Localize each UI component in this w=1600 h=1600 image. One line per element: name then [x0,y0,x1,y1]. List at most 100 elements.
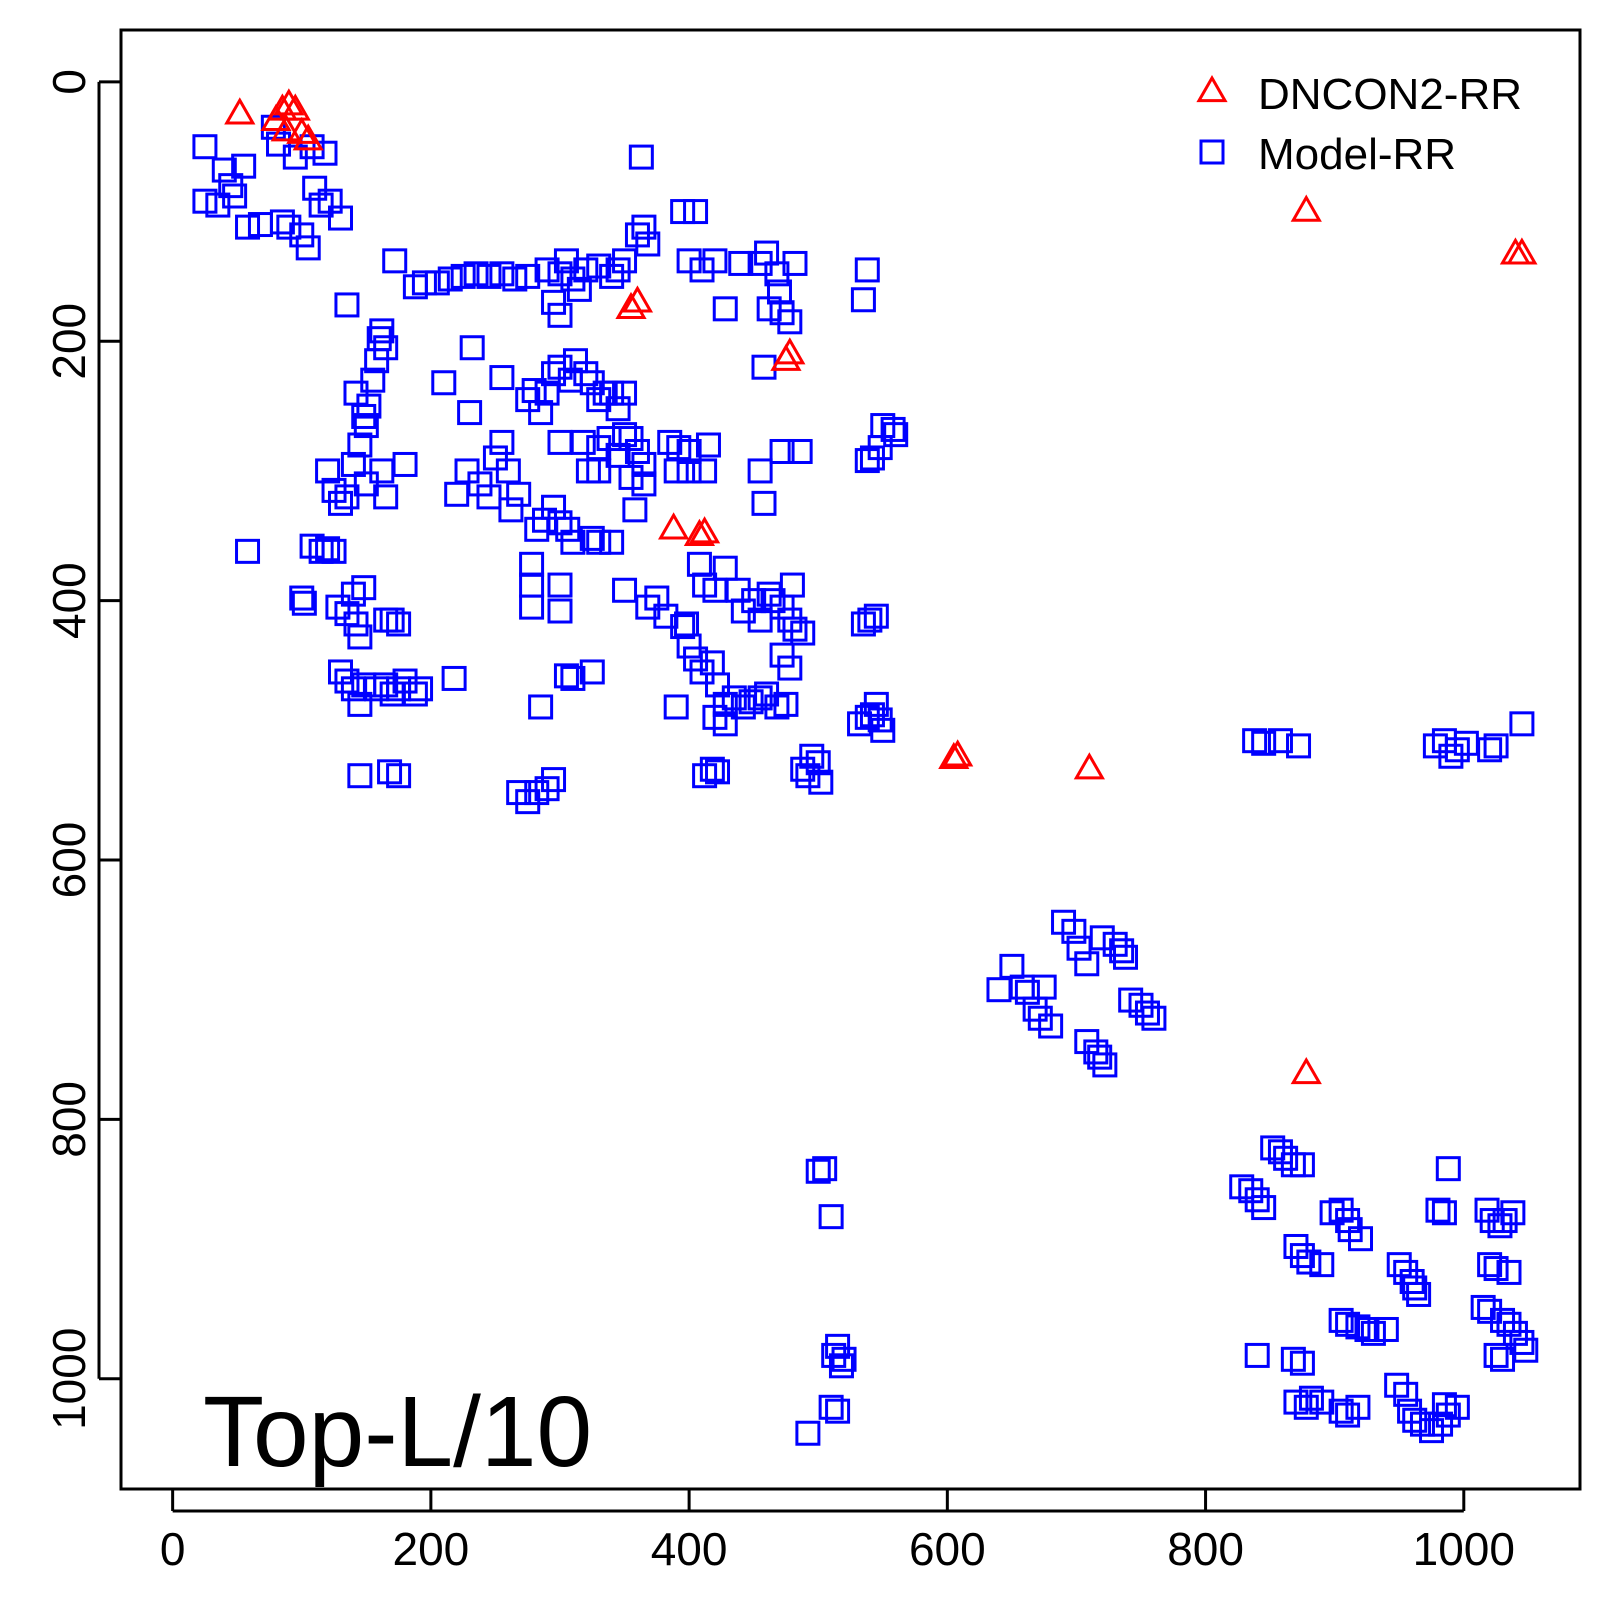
point-model-rr [373,484,399,510]
point-model-rr [1419,1418,1445,1444]
point-model-rr [366,326,392,352]
point-model-rr [1483,1256,1509,1282]
point-model-rr [369,458,395,484]
point-model-rr [489,429,515,455]
point-model-rr [1360,1320,1386,1346]
point-model-rr [712,296,738,322]
point-dncon2-rr [942,739,974,767]
point-model-rr [1409,1411,1435,1437]
point-model-rr [222,183,248,209]
point-model-rr [676,633,702,659]
point-model-rr [883,422,909,448]
point-model-rr [777,607,803,633]
point-model-rr [547,302,573,328]
point-dncon2-rr [1290,194,1322,222]
point-model-rr [489,261,515,287]
point-model-rr [1031,974,1057,1000]
point-model-rr [854,257,880,283]
point-model-rr [1238,1178,1264,1204]
point-model-rr [747,607,773,633]
point-model-rr [612,380,638,406]
point-model-rr [1345,1394,1371,1420]
point-model-rr [560,665,586,691]
point-model-rr [386,763,412,789]
point-model-rr [1509,1329,1535,1355]
point-model-rr [1500,1200,1526,1226]
point-model-rr [1428,1411,1454,1437]
point-model-rr [850,287,876,313]
y-tick-label: 1000 [43,1328,95,1430]
point-model-rr [408,676,434,702]
point-model-rr [854,448,880,474]
point-model-rr [1296,1249,1322,1275]
point-model-rr [312,140,338,166]
point-model-rr [831,1346,857,1372]
point-model-rr [1087,1044,1113,1070]
point-model-rr [573,361,599,387]
legend-label-dncon2-rr: DNCON2-RR [1258,70,1522,119]
point-model-rr [751,490,777,516]
point-model-rr [1477,1298,1503,1324]
point-model-rr [566,276,592,302]
point-model-rr [777,655,803,681]
point-model-rr [702,248,728,274]
point-model-rr [467,471,493,497]
point-model-rr [689,257,715,283]
point-model-rr [712,555,738,581]
point-model-rr [1328,1307,1354,1333]
point-model-rr [502,266,528,292]
point-model-rr [506,780,532,806]
point-model-rr [1483,1342,1509,1368]
point-model-rr [790,756,816,782]
point-model-rr [728,250,754,276]
point-model-rr [1280,1346,1306,1372]
point-model-rr [870,717,896,743]
point-model-rr [482,445,508,471]
point-model-rr [498,497,524,523]
x-tick-label: 200 [393,1523,470,1575]
point-model-rr [476,263,502,289]
point-model-rr [1335,1208,1361,1234]
point-model-rr [777,309,803,335]
y-tick-label: 600 [43,822,95,899]
point-model-rr [738,689,764,715]
point-dncon2-rr [292,123,324,151]
legend-marker-model-rr [1199,139,1225,165]
point-model-rr [302,175,328,201]
point-model-rr [663,458,689,484]
point-model-rr [1286,733,1312,759]
point-model-rr [1354,1316,1380,1342]
point-model-rr [1406,1281,1432,1307]
point-model-rr [340,451,366,477]
y-tick-label: 400 [43,562,95,639]
point-model-rr [812,1156,838,1182]
point-model-rr [644,585,670,611]
point-model-rr [547,261,573,287]
point-model-rr [1425,1197,1451,1223]
point-model-rr [730,694,756,720]
point-model-rr [618,464,644,490]
y-tick-label: 800 [43,1081,95,1158]
x-tick-label: 0 [160,1523,186,1575]
y-tick-label: 200 [43,303,95,380]
point-model-rr [1492,1208,1518,1234]
point-model-rr [1397,1398,1423,1424]
point-model-rr [205,192,231,218]
point-model-rr [1293,1394,1319,1420]
point-model-rr [347,691,373,717]
point-model-rr [805,750,831,776]
point-model-rr [676,438,702,464]
point-model-rr [1431,1392,1457,1418]
point-model-rr [769,438,795,464]
point-model-rr [463,261,489,287]
point-model-rr [808,769,834,795]
point-model-rr [347,763,373,789]
point-model-rr [424,270,450,296]
point-model-rr [386,611,412,637]
point-model-rr [1244,1187,1270,1213]
point-dncon2-rr [770,343,802,371]
point-model-rr [628,144,654,170]
point-dncon2-rr [658,512,690,540]
point-model-rr [769,300,795,326]
